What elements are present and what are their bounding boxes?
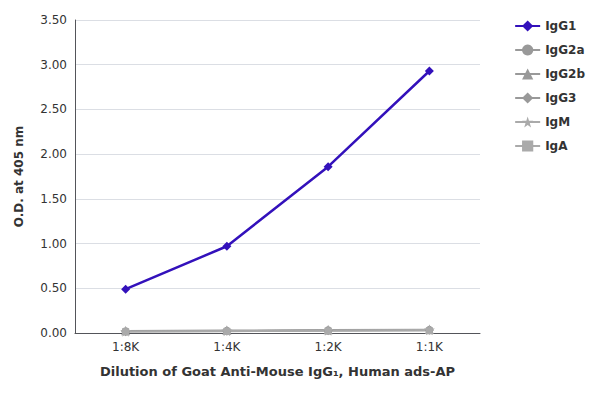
svg-text:1.50: 1.50 (40, 192, 67, 206)
svg-text:0.00: 0.00 (40, 326, 67, 340)
svg-text:1:4K: 1:4K (213, 340, 241, 354)
svg-text:1:1K: 1:1K (416, 340, 444, 354)
svg-text:IgG1: IgG1 (545, 19, 576, 33)
svg-text:2.00: 2.00 (40, 147, 67, 161)
svg-text:0.50: 0.50 (40, 281, 67, 295)
svg-text:IgG3: IgG3 (545, 91, 576, 105)
svg-text:O.D. at 405 nm: O.D. at 405 nm (12, 126, 26, 227)
svg-text:3.50: 3.50 (40, 13, 67, 27)
svg-text:Dilution of Goat Anti-Mouse Ig: Dilution of Goat Anti-Mouse IgG₁, Human … (100, 364, 455, 379)
svg-text:IgM: IgM (545, 115, 570, 129)
svg-text:1:8K: 1:8K (112, 340, 140, 354)
svg-text:IgG2b: IgG2b (545, 67, 585, 81)
svg-text:2.50: 2.50 (40, 102, 67, 116)
svg-text:IgG2a: IgG2a (545, 43, 584, 57)
svg-text:3.00: 3.00 (40, 58, 67, 72)
svg-text:1.00: 1.00 (40, 237, 67, 251)
svg-text:1:2K: 1:2K (315, 340, 343, 354)
svg-text:IgA: IgA (545, 139, 568, 153)
